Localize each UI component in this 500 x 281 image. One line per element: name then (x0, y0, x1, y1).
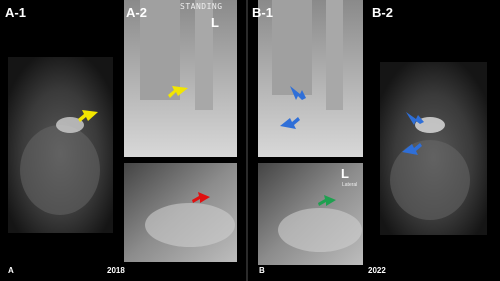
panel-label: B-1 (252, 5, 273, 20)
arrow (290, 86, 306, 100)
bone (20, 125, 100, 215)
bone (272, 0, 312, 95)
footer-letter: B (259, 266, 265, 275)
side-marker: L (211, 15, 219, 30)
arrow (168, 86, 188, 98)
footer-letter: A (8, 266, 14, 275)
annotation: STANDING (180, 2, 223, 11)
arrow (192, 192, 210, 203)
arrow (406, 112, 424, 125)
panel-label: B-2 (372, 5, 393, 20)
bone (145, 203, 235, 247)
panel-label: A-1 (5, 5, 26, 20)
footer-year: 2018 (107, 266, 125, 275)
divider (246, 0, 248, 281)
bone (326, 0, 343, 110)
arrow (78, 110, 98, 122)
bone (390, 140, 470, 220)
bone (140, 0, 180, 100)
view-label: Lateral (342, 182, 357, 188)
arrow (318, 195, 336, 206)
lesion (56, 117, 84, 133)
bone (278, 208, 362, 252)
bone (195, 0, 213, 110)
arrow (280, 117, 300, 129)
footer-year: 2022 (368, 266, 386, 275)
arrow (402, 143, 422, 155)
panel-label: A-2 (126, 5, 147, 20)
side-marker: L (341, 166, 349, 181)
